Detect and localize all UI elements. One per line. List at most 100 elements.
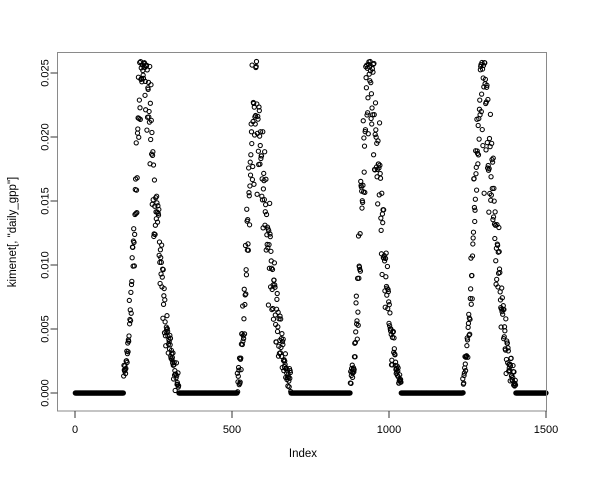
data-point <box>494 276 500 283</box>
data-point <box>280 336 286 342</box>
data-point <box>501 334 507 340</box>
data-point <box>469 253 476 259</box>
data-point <box>464 343 470 349</box>
data-point <box>239 341 245 348</box>
data-point <box>236 367 242 373</box>
data-point <box>505 345 511 351</box>
data-point <box>492 235 498 242</box>
data-point <box>255 113 261 119</box>
data-point <box>165 328 171 334</box>
data-points-layer <box>72 58 549 396</box>
data-point <box>173 360 180 366</box>
data-point <box>175 370 181 376</box>
x-axis-tick-labels: 0 500 1000 1500 <box>72 424 558 436</box>
data-point <box>159 242 165 248</box>
x-tick-label: 1000 <box>377 424 401 436</box>
data-point <box>154 219 161 225</box>
data-point <box>158 259 164 265</box>
data-point <box>348 380 354 386</box>
data-point <box>495 242 501 248</box>
data-point <box>351 367 357 373</box>
data-point <box>148 136 154 143</box>
data-point <box>385 286 391 293</box>
data-point <box>381 207 387 213</box>
data-point <box>479 91 485 97</box>
data-point <box>489 140 495 147</box>
data-point <box>277 313 283 319</box>
y-axis-tick-labels: 0.000 0.005 0.010 0.015 0.020 0.025 <box>39 59 51 407</box>
data-point <box>389 362 395 368</box>
data-point <box>353 293 359 299</box>
data-point <box>501 306 507 313</box>
data-point <box>279 339 286 345</box>
data-point <box>160 301 167 307</box>
data-point <box>473 171 479 177</box>
data-point <box>480 142 486 149</box>
data-point <box>137 116 143 122</box>
data-point <box>242 301 248 308</box>
data-point <box>497 269 503 276</box>
x-tick-label: 1500 <box>534 424 558 436</box>
x-tick-label: 500 <box>223 424 241 436</box>
data-point <box>487 111 494 117</box>
data-point <box>148 82 154 88</box>
data-point <box>248 152 254 158</box>
data-point <box>352 354 358 360</box>
data-point <box>505 348 511 354</box>
data-point <box>251 181 257 187</box>
data-point <box>478 108 484 115</box>
data-point <box>504 340 511 346</box>
data-point <box>369 105 375 111</box>
data-point <box>361 135 367 141</box>
data-point <box>472 218 478 225</box>
data-point <box>473 187 480 193</box>
data-point <box>491 198 497 204</box>
data-point <box>124 359 130 365</box>
data-point <box>480 62 487 69</box>
data-point <box>149 129 155 136</box>
data-point <box>470 235 476 241</box>
data-point <box>371 60 377 67</box>
data-point <box>496 224 502 231</box>
data-point <box>279 331 285 337</box>
data-point <box>240 338 246 344</box>
data-point <box>486 135 493 142</box>
data-point <box>460 390 466 396</box>
data-point <box>479 126 485 133</box>
x-tick-label: 0 <box>72 424 78 436</box>
data-point <box>267 200 273 207</box>
y-tick-label: 0.025 <box>39 59 51 87</box>
data-point <box>477 112 483 118</box>
data-point <box>481 190 487 196</box>
data-point <box>262 209 268 215</box>
data-point <box>368 80 374 86</box>
data-point <box>272 312 278 318</box>
data-point <box>147 63 153 70</box>
data-point <box>361 169 367 175</box>
x-axis-ticks <box>74 411 547 418</box>
data-point <box>126 333 132 339</box>
data-point <box>246 222 253 228</box>
data-point <box>371 112 377 118</box>
x-axis-title: Index <box>289 448 317 460</box>
data-point <box>271 277 277 283</box>
data-point <box>491 221 498 227</box>
data-point <box>498 324 504 330</box>
data-point <box>488 174 494 180</box>
data-point <box>492 209 498 215</box>
data-point <box>142 92 148 98</box>
data-point <box>470 229 477 235</box>
data-point <box>245 241 251 247</box>
data-point <box>377 162 383 168</box>
data-point <box>260 129 266 135</box>
data-point <box>145 86 151 92</box>
data-point <box>360 118 366 124</box>
data-point <box>134 175 140 181</box>
data-point <box>128 281 135 288</box>
data-point <box>131 226 137 232</box>
data-point <box>503 316 509 322</box>
data-point <box>142 78 148 85</box>
data-point <box>156 206 162 213</box>
